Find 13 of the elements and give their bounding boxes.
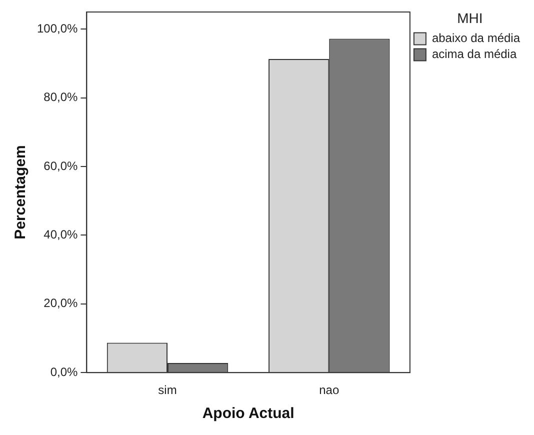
y-tick-label: 80,0% (44, 90, 78, 104)
y-tick-label: 40,0% (44, 228, 78, 242)
legend-label: acima da média (432, 47, 517, 62)
x-tick-label: nao (319, 383, 340, 398)
y-tick-label: 60,0% (44, 158, 78, 173)
x-axis-title: Apoio Actual (202, 405, 294, 422)
legend-label: abaixo da média (432, 31, 520, 46)
legend-title: MHI (457, 10, 483, 26)
x-tick-label: sim (158, 383, 177, 398)
y-axis-title: Percentagem (12, 145, 30, 240)
y-tick-label: 20,0% (44, 296, 78, 310)
y-tick-label: 100,0% (36, 21, 78, 36)
y-tick-label: 0,0% (50, 364, 78, 379)
